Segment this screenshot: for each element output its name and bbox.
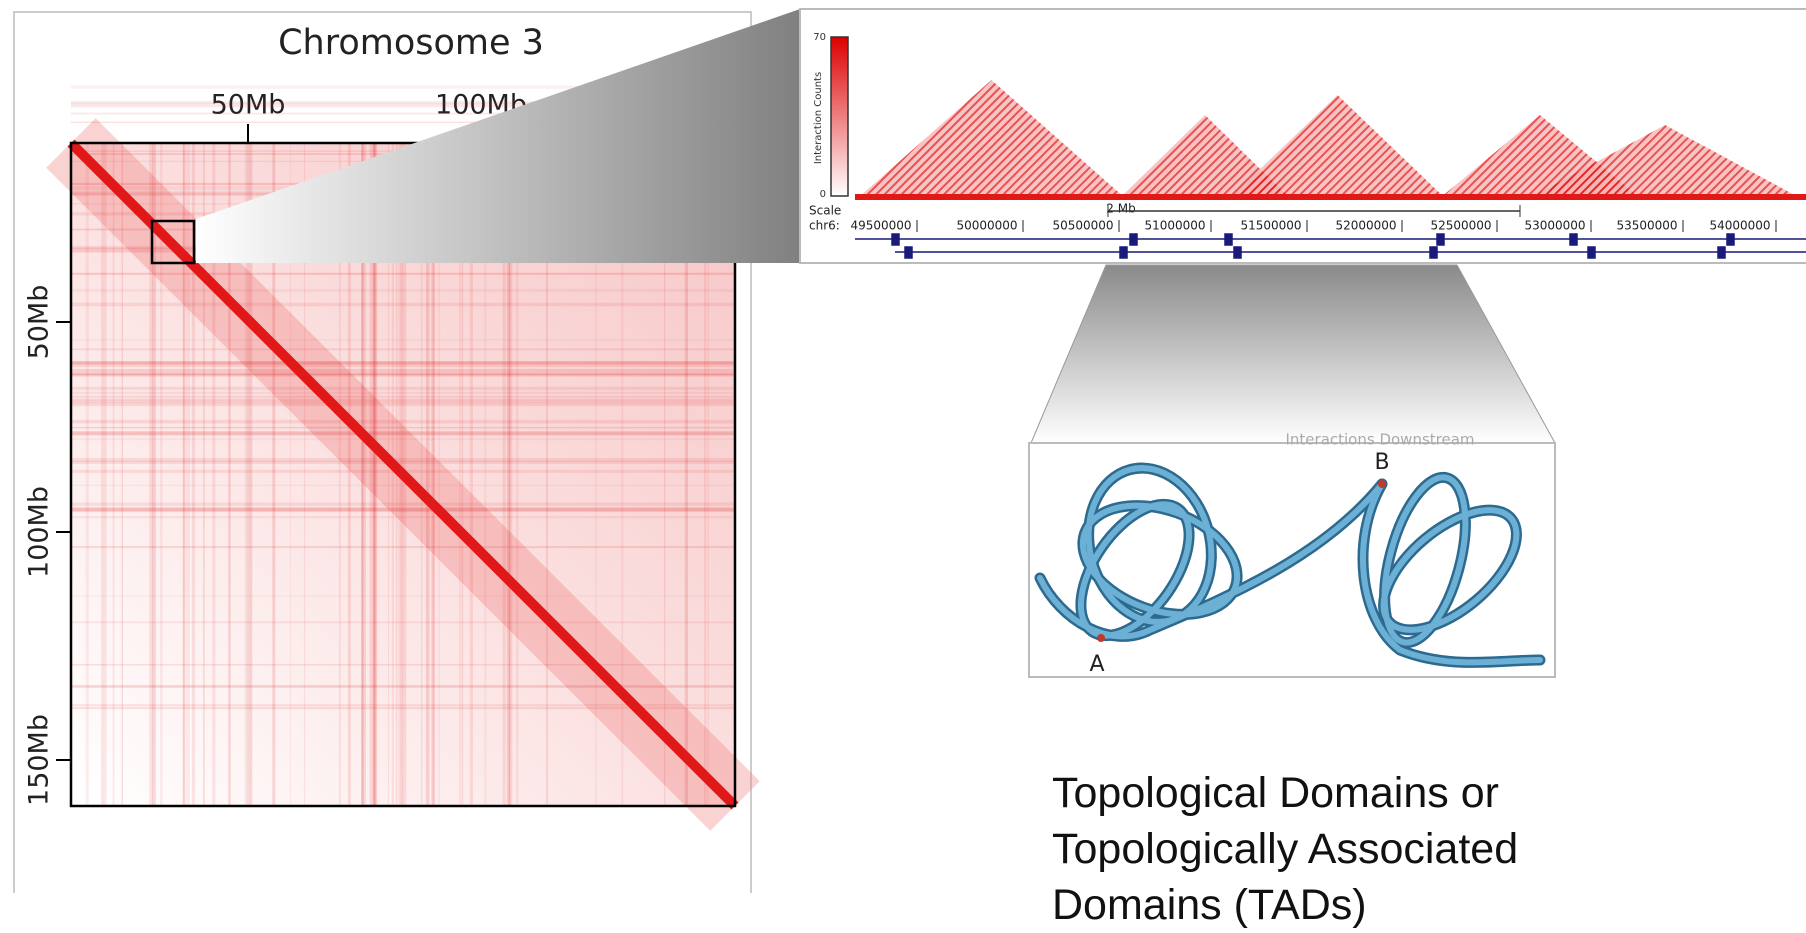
caption-line: Topological Domains or bbox=[1052, 769, 1499, 817]
caption-line: Topologically Associated bbox=[1052, 825, 1519, 873]
gene-track bbox=[855, 233, 1806, 259]
position-label: 53000000 bbox=[1524, 219, 1585, 233]
caption: Topological Domains or Topologically Asso… bbox=[1052, 765, 1518, 933]
position-label: 49500000 bbox=[850, 219, 911, 233]
position-label: 52000000 bbox=[1335, 219, 1396, 233]
tad bbox=[1230, 95, 1445, 198]
position-label: 54000000 bbox=[1709, 219, 1770, 233]
y-label: 150Mb bbox=[24, 714, 55, 806]
position-label: 51500000 bbox=[1240, 219, 1301, 233]
tad bbox=[1120, 115, 1290, 198]
scale-value: 2 Mb bbox=[1106, 202, 1135, 216]
zoom-wedge bbox=[196, 9, 800, 263]
heatmap-title: Chromosome 3 bbox=[278, 23, 544, 63]
scale-label: Scale bbox=[809, 204, 841, 218]
colorbar-label: Interaction Counts bbox=[813, 72, 824, 164]
point-b: B bbox=[1374, 450, 1389, 475]
figure: Chromosome 3 50Mb 100Mb 50Mb 100Mb 150Mb… bbox=[13, 8, 1806, 893]
y-label: 100Mb bbox=[24, 486, 55, 578]
caption-line: Domains (TADs) bbox=[1052, 881, 1367, 929]
x-label: 50Mb bbox=[211, 90, 286, 121]
page: Chromosome 3 50Mb 100Mb 50Mb 100Mb 150Mb… bbox=[13, 8, 1806, 929]
colorbar bbox=[830, 36, 849, 197]
track-baseline bbox=[855, 194, 1806, 200]
position-label: 50000000 bbox=[956, 219, 1017, 233]
position-label: 50500000 bbox=[1052, 219, 1113, 233]
tad bbox=[858, 80, 1125, 198]
point-a: A bbox=[1089, 652, 1104, 677]
heatmap-frame bbox=[69, 141, 737, 808]
position-label: 53500000 bbox=[1616, 219, 1677, 233]
position-label: 51000000 bbox=[1144, 219, 1205, 233]
zoom-wedge bbox=[1030, 264, 1556, 444]
tad-triangles bbox=[858, 80, 1800, 198]
position-label: 52500000 bbox=[1430, 219, 1491, 233]
loop-header: Interactions Downstream bbox=[1285, 431, 1474, 449]
chrom-label: chr6: bbox=[809, 219, 840, 233]
colorbar-max: 70 bbox=[813, 32, 826, 43]
colorbar-min: 0 bbox=[820, 189, 826, 200]
tad bbox=[1530, 125, 1800, 198]
zoom-box bbox=[150, 219, 196, 265]
chromatin-loop bbox=[1034, 462, 1546, 668]
positions: 49500000 50000000 50500000 51000000 51500000… bbox=[850, 219, 1777, 233]
y-label: 50Mb bbox=[24, 285, 55, 360]
